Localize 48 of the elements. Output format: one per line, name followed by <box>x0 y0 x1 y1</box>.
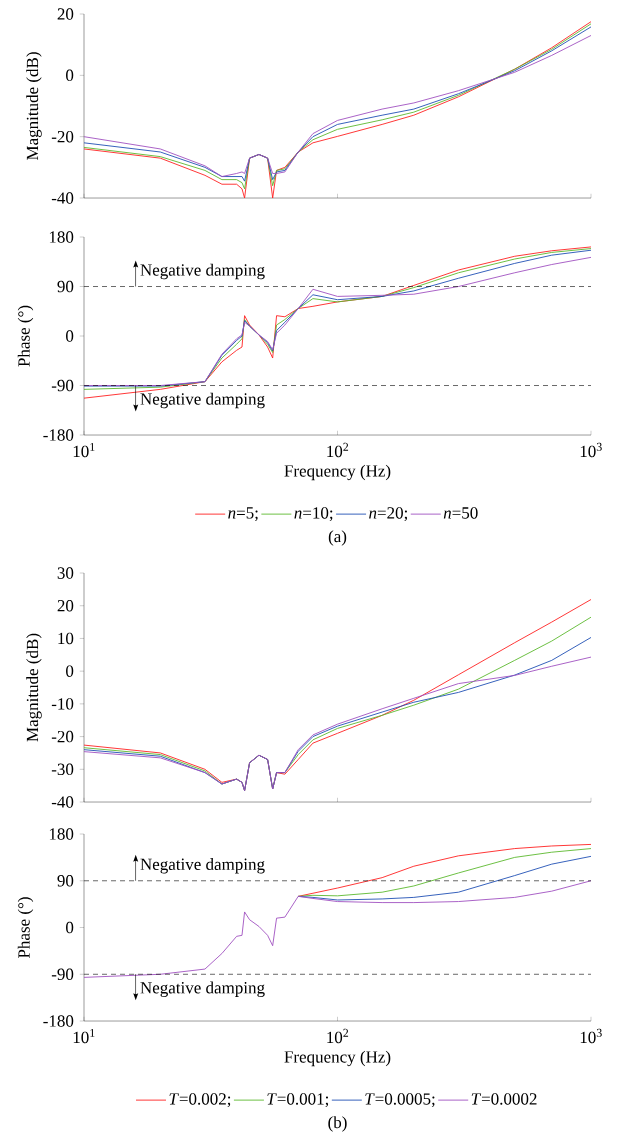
y-axis-title: Phase (°) <box>17 305 34 367</box>
y-tick-label: -90 <box>51 968 74 981</box>
y-tick-label: 180 <box>49 231 74 243</box>
legend-label: n=10; <box>294 507 333 522</box>
y-tick-label: 90 <box>57 875 74 887</box>
x-axis-title: Frequency (Hz) <box>284 1050 391 1067</box>
x-axis-title: Frequency (Hz) <box>284 464 391 481</box>
x-tick-label: 10$^{2}$ <box>327 442 349 458</box>
y-tick-label: 20 <box>57 599 74 612</box>
y-axis-title: Phase (°) <box>17 897 34 959</box>
y-tick-label: 180 <box>49 828 74 840</box>
y-tick-label: 30 <box>57 567 74 579</box>
y-tick-label: -40 <box>51 192 74 204</box>
y-tick-label: -20 <box>51 730 74 743</box>
text: (b) <box>328 1116 347 1132</box>
y-tick-label: 0 <box>66 921 74 934</box>
y-tick-label: -30 <box>51 763 74 776</box>
legend-label: n=5; <box>228 507 258 522</box>
y-tick-label: 10 <box>58 632 74 645</box>
x-tick-label: 10$^{3}$ <box>580 442 602 458</box>
legend-label: Negative damping <box>140 981 265 998</box>
y-tick-label: 0 <box>66 69 74 82</box>
legend-label: T=0.001; <box>267 1093 329 1108</box>
text: (a) <box>328 530 347 546</box>
y-tick-label: -90 <box>51 379 74 392</box>
legend-label: n=50 <box>443 507 478 519</box>
legend-label: Negative damping <box>140 392 265 409</box>
y-tick-label: -40 <box>51 796 74 808</box>
y-axis-title: Magnitude (dB) <box>26 633 42 742</box>
x-tick-label: 10$^{1}$ <box>73 1028 95 1044</box>
y-tick-label: 20 <box>57 8 74 20</box>
y-tick-label: -10 <box>51 698 74 710</box>
y-tick-label: -180 <box>43 1015 74 1027</box>
y-tick-label: 0 <box>66 330 74 342</box>
legend-label: Negative damping <box>140 263 265 280</box>
y-tick-label: -20 <box>51 130 74 143</box>
y-tick-label: 0 <box>66 665 74 677</box>
legend-label: T=0.002; <box>169 1093 231 1108</box>
legend-label: Negative damping <box>140 858 265 874</box>
x-tick-label: 10$^{1}$ <box>73 442 95 458</box>
legend-label: T=0.0005; <box>365 1093 435 1108</box>
y-tick-label: 90 <box>57 280 74 293</box>
legend-label: T=0.0002 <box>471 1093 537 1105</box>
x-tick-label: 10$^{2}$ <box>327 1028 349 1044</box>
x-tick-label: 10$^{3}$ <box>580 1028 602 1044</box>
y-axis-title: Magnitude (dB) <box>26 52 42 161</box>
legend-label: n=20; <box>369 507 408 522</box>
y-tick-label: -180 <box>43 429 74 441</box>
